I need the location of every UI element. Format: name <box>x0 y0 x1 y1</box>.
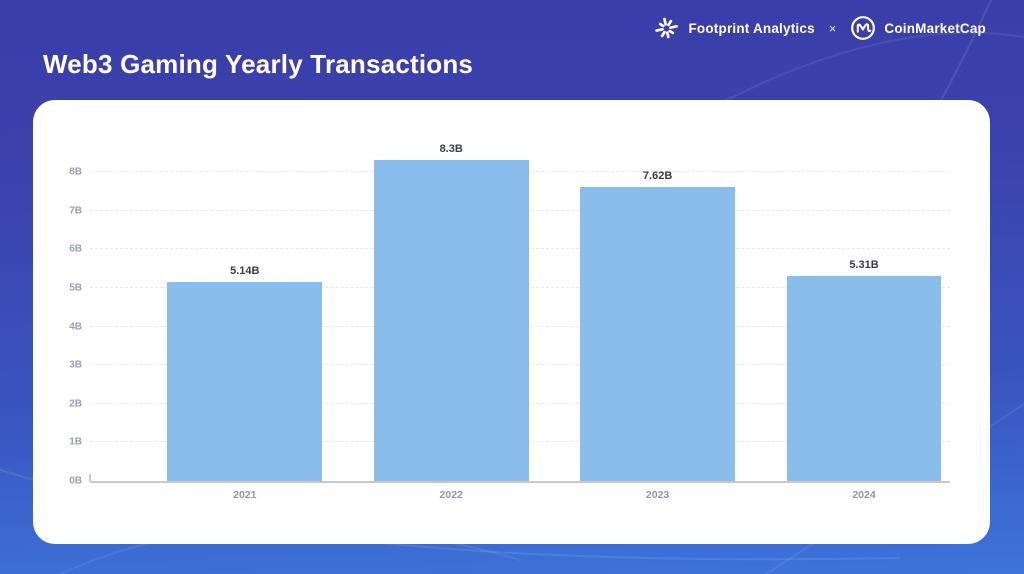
coinmarketcap-label: CoinMarketCap <box>884 20 986 36</box>
y-tick-label-7B: 7B <box>69 205 82 217</box>
x-axis-label-2021: 2021 <box>233 489 257 501</box>
brand-separator: × <box>828 20 837 36</box>
x-axis-label-2022: 2022 <box>439 489 463 501</box>
bar-group-2021: 5.14B <box>142 143 348 481</box>
y-tick-label-4B: 4B <box>69 321 82 332</box>
bar-value-label-2024: 5.31B <box>849 258 879 271</box>
bar-group-2024: 5.31B <box>761 143 967 481</box>
bar-chart: 0B 1B 2B 3B 4B 5B 6B 7B 8B 5.14B 2021 8.3B 2022 7.62B… <box>69 143 950 501</box>
y-tick-label-6B: 6B <box>69 243 82 255</box>
footprint-analytics-label: Footprint Analytics <box>688 20 815 36</box>
brand-header: Footprint Analytics × CoinMarketCap <box>653 13 986 43</box>
bar-2024 <box>786 275 942 481</box>
bar-2021 <box>167 282 323 481</box>
y-tick-label-8B: 8B <box>69 166 82 178</box>
bar-value-label-2022: 8.3B <box>439 143 463 156</box>
x-axis-label-2024: 2024 <box>852 489 876 501</box>
y-tick-label-5B: 5B <box>69 282 82 294</box>
bar-value-label-2021: 5.14B <box>230 265 260 278</box>
page-title: Web3 Gaming Yearly Transactions <box>43 49 474 79</box>
bar-group-2023: 7.62B <box>554 143 760 481</box>
y-tick-label-1B: 1B <box>69 436 82 448</box>
y-tick-label-2B: 2B <box>69 398 82 410</box>
chart-card: 0B 1B 2B 3B 4B 5B 6B 7B 8B 5.14B 2021 8.3B 2022 7.62B… <box>33 100 990 544</box>
y-tick-label-0B: 0B <box>69 475 82 487</box>
bar-2023 <box>580 186 735 481</box>
y-tick-label-3B: 3B <box>69 359 82 371</box>
coinmarketcap-icon <box>850 15 876 41</box>
bar-2022 <box>373 160 529 481</box>
footprint-analytics-icon <box>653 15 680 42</box>
bar-group-2022: 8.3B <box>348 143 554 481</box>
bar-value-label-2023: 7.62B <box>642 169 673 182</box>
x-axis-label-2023: 2023 <box>645 489 670 501</box>
